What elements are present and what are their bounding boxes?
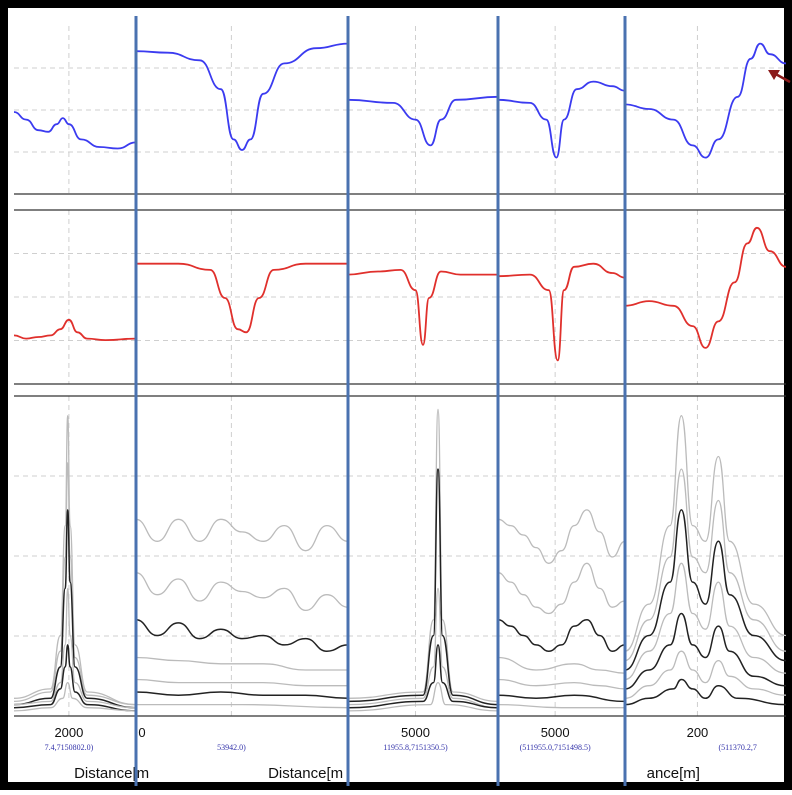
coordinate-label: 11955.8,7151350.5) [383, 743, 448, 752]
coordinate-label: 53942.0) [217, 743, 246, 752]
x-tick-label: 200 [687, 725, 709, 740]
coordinate-label: (511370.2,7 [719, 743, 757, 752]
x-tick-label: 0 [138, 725, 145, 740]
coordinate-label: 7.4,7150802.0) [45, 743, 94, 752]
x-axis-label: Distance[m [74, 765, 149, 782]
x-axis-label: ance[m] [647, 765, 700, 782]
outer-frame [4, 4, 788, 786]
x-tick-label: 5000 [541, 725, 570, 740]
x-tick-label: 5000 [401, 725, 430, 740]
coordinate-label: (511955.0,7151498.5) [520, 743, 591, 752]
x-tick-label: 2000 [54, 725, 83, 740]
x-axis-label: Distance[m [268, 765, 343, 782]
